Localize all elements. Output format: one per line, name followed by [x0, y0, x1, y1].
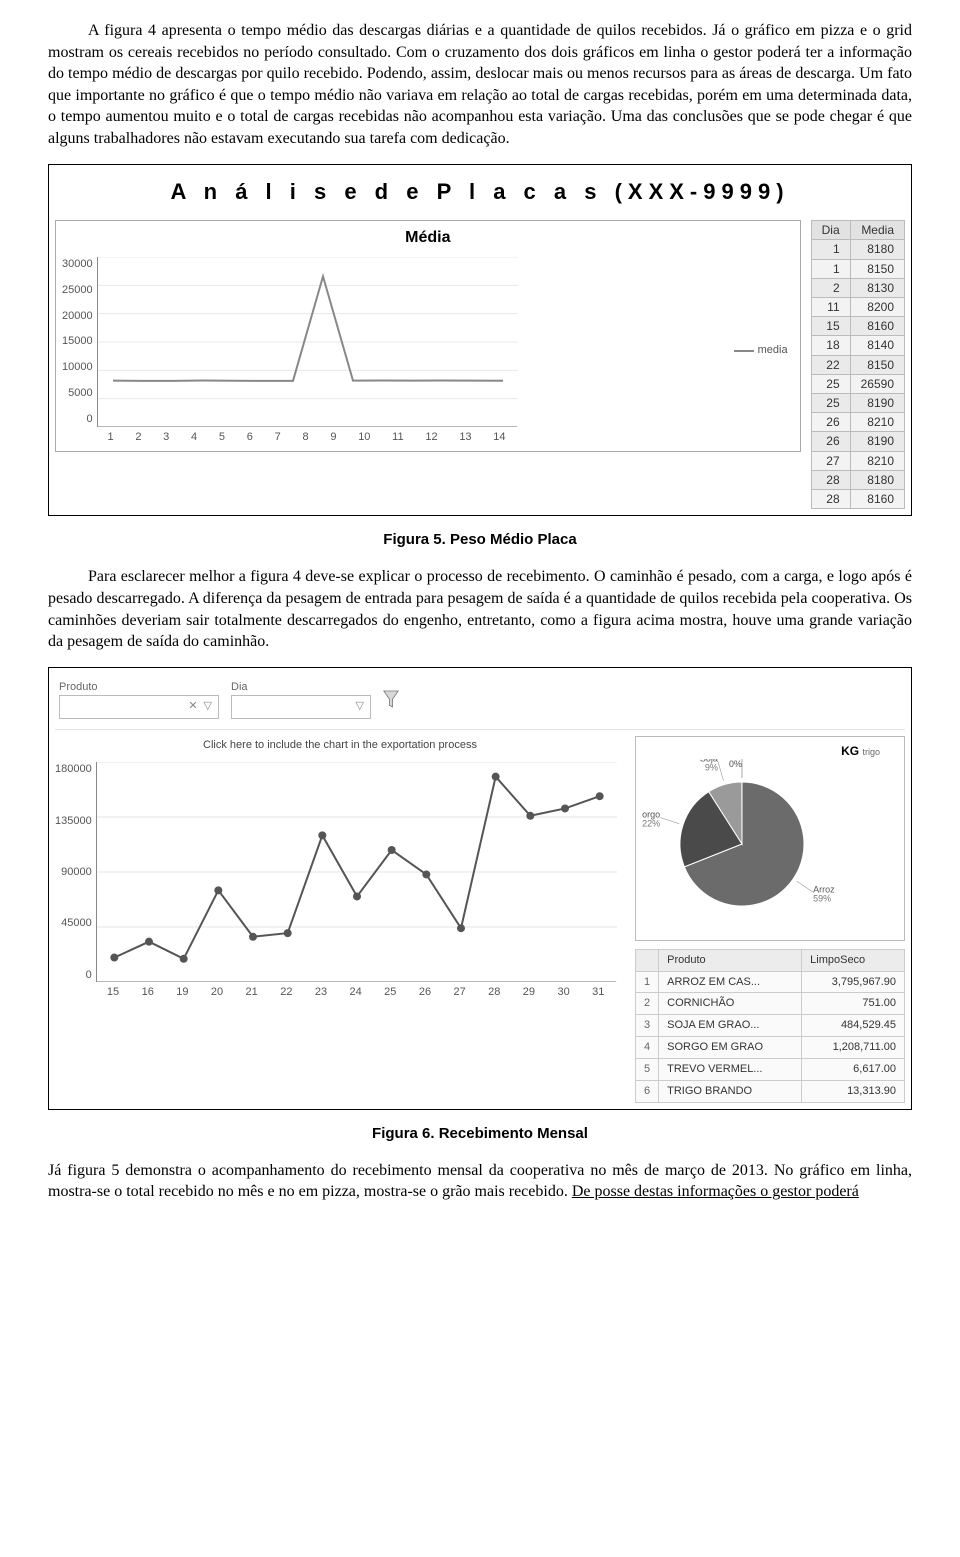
p2-text: Para esclarecer melhor a figura 4 deve-s…: [48, 568, 912, 650]
filter-dia-label: Dia: [231, 680, 371, 695]
body-paragraph-3: Já figura 5 demonstra o acompanhamento d…: [48, 1160, 912, 1203]
filter-dia-input[interactable]: ▽: [231, 695, 371, 719]
figure-6-pie-title: KG: [841, 744, 859, 758]
figure-5-header: A n á l i s e d e P l a c a s (XXX-9999): [55, 177, 905, 207]
figure-6-right: KG trigo Arroz59%Sorgo22%Soja9%Cornichão…: [635, 736, 905, 1103]
figure-6-caption: Figura 6. Recebimento Mensal: [48, 1124, 912, 1144]
figure-6-box: Produto ✕ ▽ Dia ▽ Click here to include …: [48, 667, 912, 1110]
figure-6-export-hint[interactable]: Click here to include the chart in the e…: [55, 738, 625, 753]
figure-5-chart-title: Média: [62, 227, 794, 249]
body-paragraph-2: Para esclarecer melhor a figura 4 deve-s…: [48, 566, 912, 652]
figure-6-pie-box: KG trigo Arroz59%Sorgo22%Soja9%Cornichão…: [635, 736, 905, 941]
figure-5-table: DiaMedia18180181502813011820015816018814…: [811, 220, 905, 509]
figure-5-y-axis: 300002500020000150001000050000: [62, 257, 97, 427]
svg-text:22%: 22%: [642, 818, 660, 828]
filter-produto-input[interactable]: ✕ ▽: [59, 695, 219, 719]
p3-text: Já figura 5 demonstra o acompanhamento d…: [48, 1162, 912, 1201]
figure-5-x-axis: 1234567891011121314: [97, 430, 517, 445]
filter-dia: Dia ▽: [231, 680, 371, 719]
clear-icon[interactable]: ✕: [188, 699, 197, 714]
dropdown-icon[interactable]: ▽: [204, 699, 212, 714]
legend-line-icon: [734, 350, 754, 352]
figure-6-plot: [96, 762, 616, 982]
figure-5-legend: media: [734, 343, 788, 358]
figure-6-y-axis: 18000013500090000450000: [55, 762, 96, 982]
filter-produto-label: Produto: [59, 680, 219, 695]
funnel-icon[interactable]: [383, 688, 399, 710]
p1-text: A figura 4 apresenta o tempo médio das d…: [48, 22, 912, 147]
figure-6-x-axis: 151619202122232425262728293031: [96, 985, 616, 1000]
figure-5-plot: [97, 257, 517, 427]
figure-6-pie: Arroz59%Sorgo22%Soja9%Cornichão0%trevo0%: [642, 759, 898, 934]
figure-5-legend-label: media: [758, 343, 788, 358]
pie-sub-right: trigo: [862, 747, 880, 757]
svg-text:59%: 59%: [813, 893, 831, 903]
figure-5-chart-frame: Média 300002500020000150001000050000 123…: [55, 220, 801, 451]
figure-5-box: A n á l i s e d e P l a c a s (XXX-9999)…: [48, 164, 912, 517]
body-paragraph-1: A figura 4 apresenta o tempo médio das d…: [48, 20, 912, 150]
filter-produto: Produto ✕ ▽: [59, 680, 219, 719]
figure-6-table: ProdutoLimpoSeco1ARROZ EM CAS...3,795,96…: [635, 949, 905, 1103]
svg-text:9%: 9%: [705, 762, 718, 772]
svg-text:0%: 0%: [729, 759, 742, 769]
dropdown-icon[interactable]: ▽: [356, 699, 364, 714]
figure-5-caption: Figura 5. Peso Médio Placa: [48, 530, 912, 550]
